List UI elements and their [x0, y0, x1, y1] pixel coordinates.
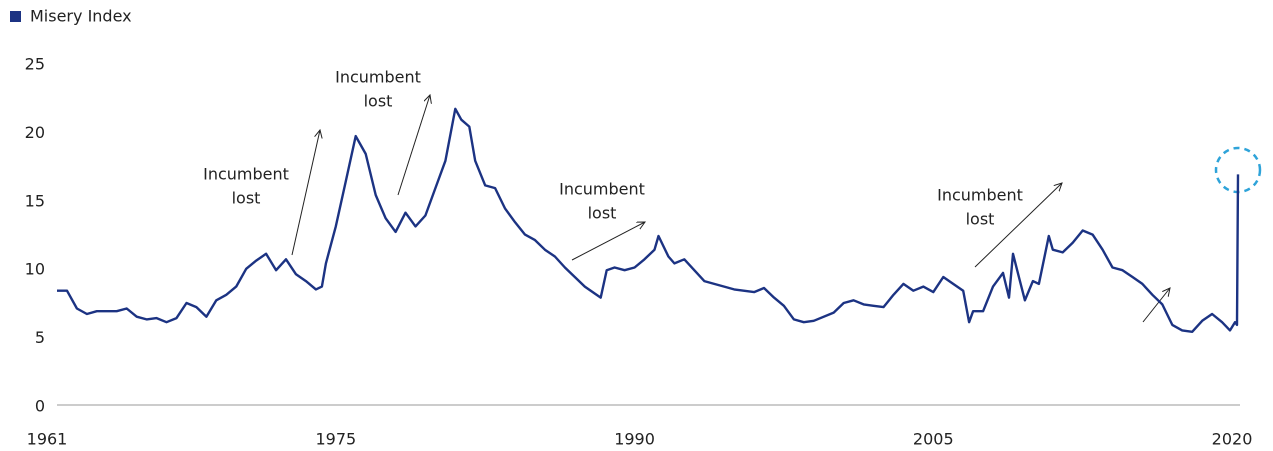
x-tick-label: 1961	[27, 430, 68, 449]
y-tick-label: 10	[25, 260, 45, 279]
legend-label: Misery Index	[30, 7, 132, 26]
x-tick-label: 1990	[614, 430, 655, 449]
legend-swatch	[10, 11, 21, 22]
annotation: Incumbent	[559, 180, 645, 199]
x-tick-label: 1975	[315, 430, 356, 449]
annotation: Incumbent	[203, 165, 289, 184]
annotation: lost	[232, 189, 261, 208]
series-line	[57, 107, 1240, 333]
x-tick-label: 2005	[913, 430, 954, 449]
x-tick-label: 2020	[1212, 430, 1253, 449]
y-tick-label: 5	[35, 328, 45, 347]
annotation: lost	[364, 92, 393, 111]
y-tick-label: 15	[25, 191, 45, 210]
annotation: lost	[966, 210, 995, 229]
annotation: lost	[588, 204, 617, 223]
y-tick-label: 25	[25, 55, 45, 74]
y-tick-label: 0	[35, 397, 45, 416]
y-tick-label: 20	[25, 123, 45, 142]
arrows	[291, 95, 1170, 323]
annotation: Incumbent	[937, 186, 1023, 205]
annotation: Incumbent	[335, 68, 421, 87]
